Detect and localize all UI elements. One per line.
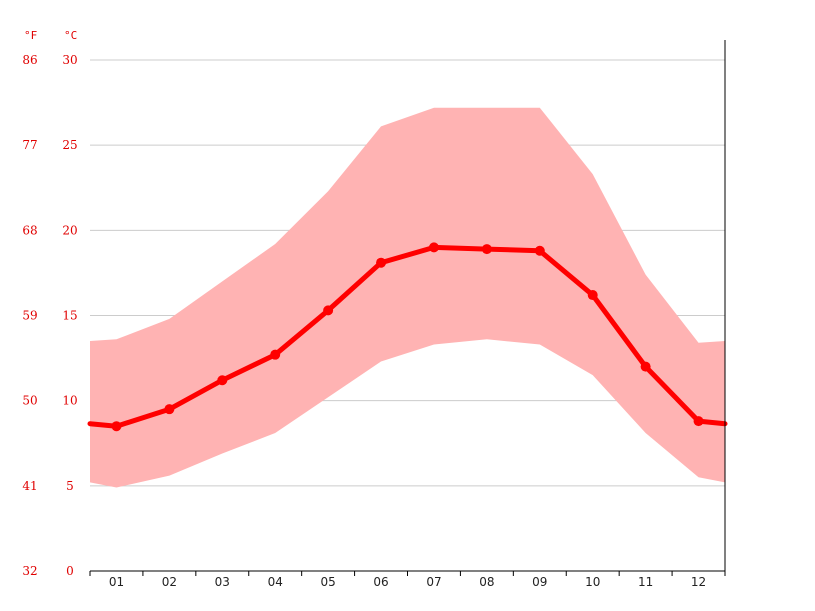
data-point-05 xyxy=(323,305,334,316)
x-tick-label: 05 xyxy=(320,575,335,589)
data-point-03 xyxy=(217,375,228,386)
x-tick-label: 12 xyxy=(691,575,706,589)
x-tick-label: 09 xyxy=(532,575,547,589)
average-line-path xyxy=(87,244,728,429)
fahrenheit-unit-label: °F xyxy=(24,29,37,42)
celsius-unit-label: °C xyxy=(64,29,77,42)
y-tick-label-celsius: 5 xyxy=(66,479,74,493)
data-point-04 xyxy=(270,349,281,360)
y-tick-label-celsius: 20 xyxy=(62,223,77,237)
x-tick-label: 03 xyxy=(215,575,230,589)
x-tick-label: 02 xyxy=(162,575,177,589)
x-tick-label: 01 xyxy=(109,575,124,589)
data-point-07 xyxy=(428,242,439,253)
data-point-02 xyxy=(164,404,175,415)
data-point-08 xyxy=(481,244,492,255)
x-tick-label: 04 xyxy=(268,575,283,589)
temperature-range-band xyxy=(90,107,725,488)
y-tick-label-fahrenheit: 77 xyxy=(22,138,37,152)
average-temperature-line xyxy=(87,242,728,432)
x-tick-label: 10 xyxy=(585,575,600,589)
x-tick-label: 08 xyxy=(479,575,494,589)
y-tick-label-fahrenheit: 50 xyxy=(22,394,37,408)
y-tick-label-celsius: 0 xyxy=(66,564,74,578)
y-tick-label-fahrenheit: 32 xyxy=(22,564,37,578)
axis-labels: °F °C 0 32 5 41 10 50 15 59 20 68 25 77 30 86 01 02 03 04… xyxy=(22,29,706,589)
y-tick-label-celsius: 10 xyxy=(62,394,77,408)
x-tick-label: 07 xyxy=(426,575,441,589)
x-tick-label: 06 xyxy=(373,575,388,589)
x-tick-label: 11 xyxy=(638,575,653,589)
data-point-06 xyxy=(376,257,387,268)
y-tick-label-fahrenheit: 68 xyxy=(22,223,37,237)
y-tick-label-celsius: 25 xyxy=(62,138,77,152)
y-tick-label-celsius: 15 xyxy=(62,309,77,323)
y-tick-label-celsius: 30 xyxy=(62,53,77,67)
y-tick-label-fahrenheit: 41 xyxy=(22,479,37,493)
data-point-11 xyxy=(640,361,651,372)
data-point-09 xyxy=(534,245,545,256)
y-tick-label-fahrenheit: 59 xyxy=(22,309,37,323)
data-point-01 xyxy=(111,421,122,432)
y-tick-label-fahrenheit: 86 xyxy=(22,53,37,67)
data-point-10 xyxy=(587,290,598,301)
axes xyxy=(89,40,726,576)
data-point-12 xyxy=(693,416,704,427)
temperature-range-area xyxy=(90,107,725,488)
